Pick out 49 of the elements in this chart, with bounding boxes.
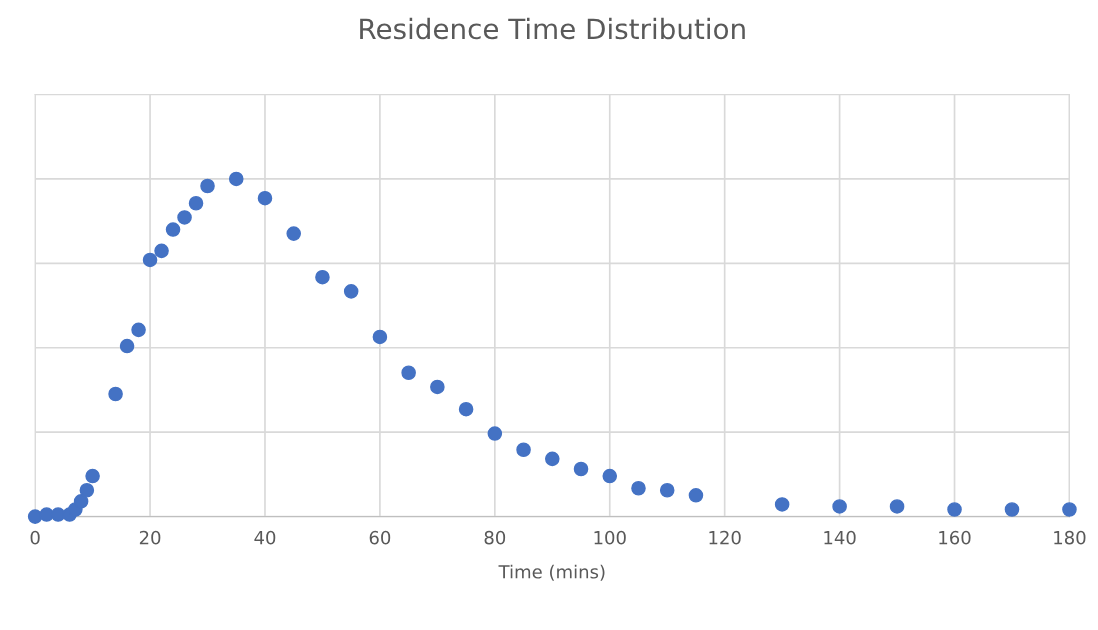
- point: [659, 482, 675, 498]
- x-tick-label: 80: [484, 530, 506, 545]
- point: [458, 401, 474, 417]
- point: [631, 480, 646, 496]
- point: [50, 507, 66, 522]
- point: [573, 461, 589, 477]
- point: [1062, 502, 1077, 517]
- point: [516, 442, 531, 458]
- x-tick-label: 40: [254, 530, 276, 545]
- point: [889, 499, 905, 514]
- point: [545, 451, 560, 467]
- point: [200, 178, 215, 194]
- point: [688, 488, 704, 503]
- point: [1004, 502, 1020, 517]
- point: [131, 322, 146, 338]
- x-tick-label: 120: [709, 530, 741, 545]
- point: [832, 499, 847, 514]
- point: [947, 502, 962, 517]
- point: [188, 195, 204, 211]
- point: [228, 171, 244, 187]
- x-tick-label: 140: [824, 530, 856, 545]
- x-tick-label: 160: [939, 530, 971, 545]
- point: [142, 252, 158, 268]
- point: [177, 210, 192, 225]
- x-axis-title: Time (mins): [498, 564, 605, 581]
- point: [315, 269, 330, 285]
- point: [487, 426, 503, 441]
- x-tick-label: 20: [139, 530, 161, 545]
- point: [401, 365, 416, 381]
- point: [774, 497, 790, 512]
- point: [343, 284, 359, 299]
- point: [85, 468, 100, 484]
- point: [430, 379, 445, 395]
- point: [27, 509, 43, 524]
- x-tick-label: 0: [30, 530, 40, 545]
- point: [79, 482, 95, 498]
- chart-title: Residence Time Distribution: [360, 17, 745, 40]
- point: [165, 222, 181, 237]
- point: [73, 494, 89, 509]
- point: [602, 468, 618, 484]
- x-tick-label: 60: [369, 530, 391, 545]
- point: [108, 386, 123, 402]
- point: [286, 226, 301, 241]
- point: [372, 329, 388, 345]
- x-tick-label: 180: [1054, 530, 1086, 545]
- point: [154, 243, 169, 259]
- point: [119, 338, 135, 354]
- x-tick-label: 100: [594, 530, 626, 545]
- point: [257, 190, 273, 206]
